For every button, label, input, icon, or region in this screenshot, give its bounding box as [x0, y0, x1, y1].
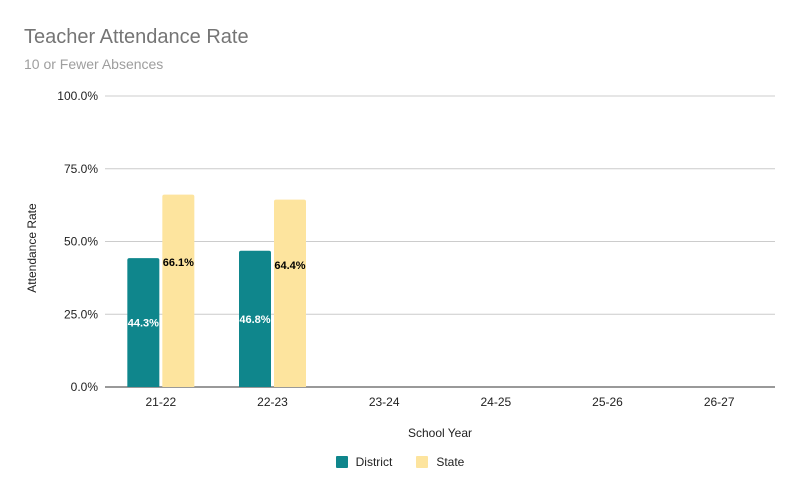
x-tick-label: 21-22 [145, 395, 176, 409]
data-label: 46.8% [239, 314, 270, 326]
y-tick-label: 0.0% [71, 380, 99, 394]
y-axis-label: Attendance Rate [25, 203, 39, 293]
legend-swatch [416, 456, 429, 468]
data-label: 66.1% [163, 257, 194, 269]
legend-item-district: District [335, 455, 393, 469]
gridlines [105, 95, 775, 388]
y-tick-label: 50.0% [64, 235, 98, 249]
data-labels: 44.3% 66.1% 46.8% 64.4% [128, 257, 306, 330]
bar-state-21-22 [162, 194, 195, 387]
legend-item-state: State [416, 455, 464, 469]
legend-swatch [335, 456, 348, 468]
x-tick-label: 25-26 [592, 395, 623, 409]
x-axis-label: School Year [408, 426, 472, 440]
bar-district-22-23 [239, 250, 271, 387]
x-tick-label: 22-23 [257, 395, 288, 409]
bar-state-22-23 [274, 199, 306, 387]
legend: District State [0, 455, 800, 471]
y-tick-label: 100.0% [57, 89, 98, 103]
y-tick-label: 75.0% [64, 162, 98, 176]
y-axis-ticks: 0.0% 25.0% 50.0% 75.0% 100.0% [57, 89, 98, 394]
legend-label: District [355, 455, 393, 469]
bars [127, 194, 306, 387]
legend-label: State [436, 455, 465, 469]
chart-title: Teacher Attendance Rate [24, 26, 249, 48]
x-tick-label: 23-24 [369, 395, 400, 409]
x-tick-label: 26-27 [704, 395, 735, 409]
data-label: 44.3% [128, 318, 159, 330]
bar-district-21-22 [127, 258, 160, 387]
data-label: 64.4% [274, 260, 305, 272]
y-tick-label: 25.0% [64, 307, 98, 321]
chart-subtitle: 10 or Fewer Absences [24, 56, 164, 72]
x-tick-label: 24-25 [480, 395, 511, 409]
x-axis-ticks: 21-22 22-23 23-24 24-25 25-26 26-27 [145, 395, 734, 409]
